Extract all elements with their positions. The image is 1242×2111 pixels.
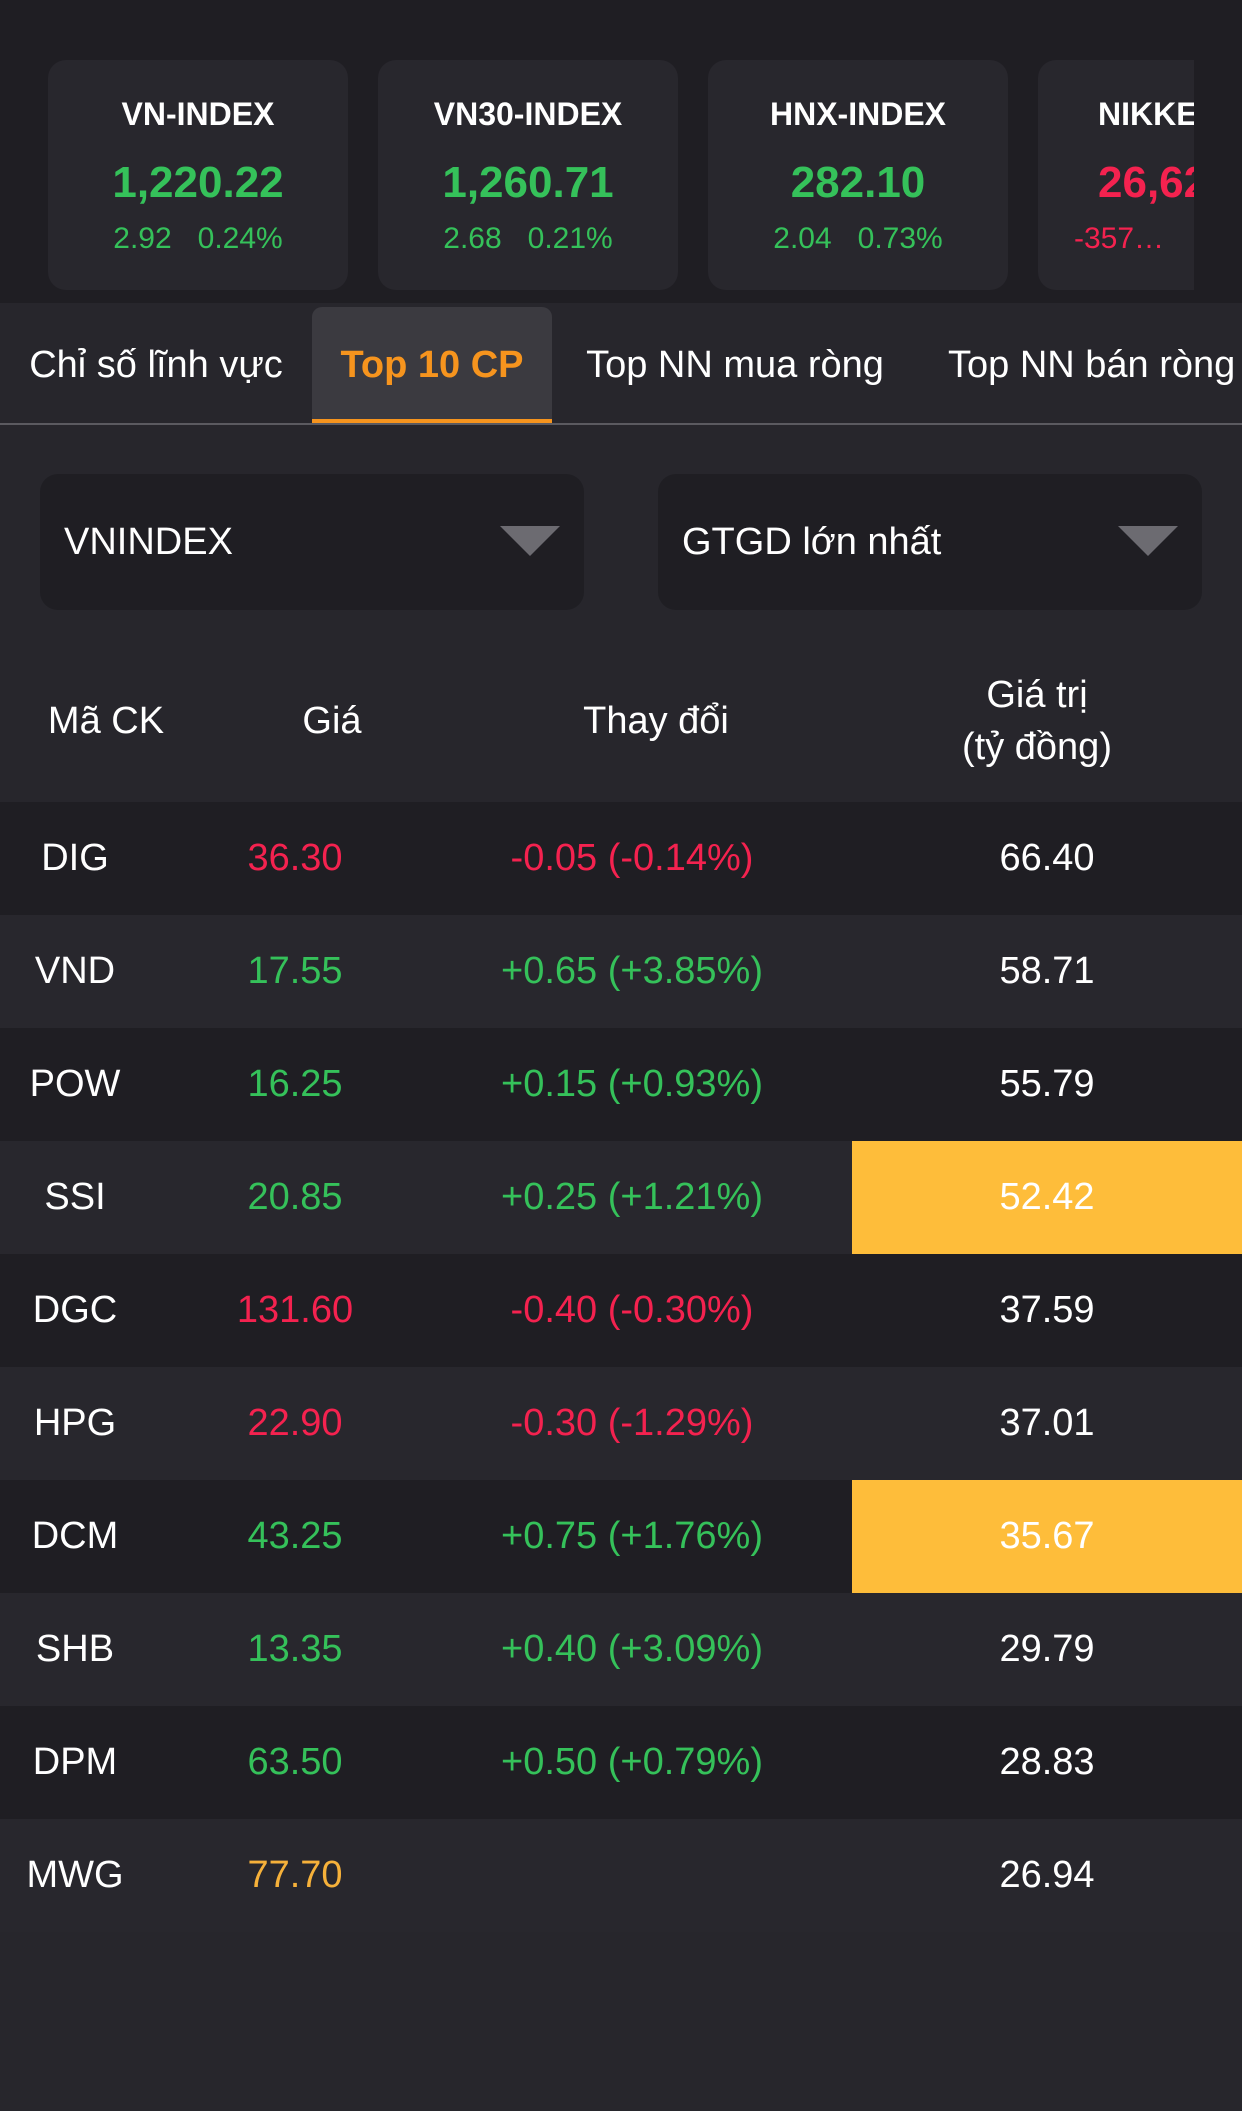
stock-price: 63.50	[247, 1741, 343, 1783]
index-card-vnindex[interactable]: VN-INDEX 1,220.22 2.92 0.24%	[48, 60, 348, 290]
index-change-group: -357…	[1038, 222, 1194, 256]
column-header-value: Giá trị (tỷ đồng)	[852, 640, 1222, 802]
stock-code: MWG	[26, 1854, 124, 1896]
stock-trade-value: 55.79	[999, 1063, 1095, 1105]
stock-price: 22.90	[247, 1402, 343, 1444]
criteria-select[interactable]: GTGD lớn nhất	[658, 474, 1202, 610]
stock-price: 131.60	[236, 1289, 354, 1331]
stock-price: 43.25	[247, 1515, 343, 1557]
exchange-select[interactable]: VNINDEX	[40, 474, 584, 610]
table-header: Mã CK Giá Thay đổi Giá trị (tỷ đồng)	[0, 640, 1242, 802]
table-row[interactable]: VND 17.55 +0.65 (+3.85%) 58.71	[0, 915, 1242, 1028]
stock-code: SHB	[35, 1628, 115, 1670]
index-change: -357…	[1074, 222, 1165, 255]
index-name: NIKKE	[1098, 96, 1194, 132]
table-row[interactable]: POW 16.25 +0.15 (+0.93%) 55.79	[0, 1028, 1242, 1141]
index-name: VN30-INDEX	[433, 96, 623, 132]
stock-change: +0.65 (+3.85%)	[501, 950, 763, 992]
index-card-hnx[interactable]: HNX-INDEX 282.10 2.04 0.73%	[708, 60, 1008, 290]
stock-change: -0.30 (-1.29%)	[510, 1402, 754, 1444]
index-change-percent: 0.21%	[527, 222, 613, 255]
index-change-percent: 0.73%	[857, 222, 943, 255]
stock-change: +0.15 (+0.93%)	[501, 1063, 763, 1105]
index-change-group: 2.04 0.73%	[708, 222, 1008, 256]
index-value: 282.10	[790, 158, 926, 207]
stock-trade-value: 37.01	[999, 1402, 1095, 1444]
stock-price: 17.55	[247, 950, 343, 992]
stock-price: 13.35	[247, 1628, 343, 1670]
stock-change: +0.40 (+3.09%)	[501, 1628, 763, 1670]
stock-change: -0.05 (-0.14%)	[510, 837, 754, 879]
stock-change: +0.75 (+1.76%)	[501, 1515, 763, 1557]
stock-price: 20.85	[247, 1176, 343, 1218]
stock-change: +0.25 (+1.21%)	[501, 1176, 763, 1218]
table-row[interactable]: HPG 22.90 -0.30 (-1.29%) 37.01	[0, 1367, 1242, 1480]
index-change-group: 2.92 0.24%	[48, 222, 348, 256]
stock-code: SSI	[44, 1176, 106, 1218]
stock-price: 16.25	[247, 1063, 343, 1105]
stock-change: -0.40 (-0.30%)	[510, 1289, 754, 1331]
index-value: 1,220.22	[112, 158, 284, 207]
table-row[interactable]: DCM 43.25 +0.75 (+1.76%) 35.67	[0, 1480, 1242, 1593]
stock-code: DPM	[32, 1741, 118, 1783]
stock-trade-value: 66.40	[999, 837, 1095, 879]
tab-top-10-stocks[interactable]: Top 10 CP	[312, 307, 552, 423]
tab-sector-index[interactable]: Chỉ số lĩnh vực	[29, 343, 283, 386]
caret-down-icon	[1118, 526, 1178, 556]
stock-code: HPG	[33, 1402, 117, 1444]
stock-price: 36.30	[247, 837, 343, 879]
criteria-select-value: GTGD lớn nhất	[682, 520, 942, 563]
stock-trade-value-highlighted: 52.42	[852, 1141, 1242, 1254]
stock-change	[432, 1819, 832, 1932]
index-card-nikkei[interactable]: NIKKE 26,62 -357…	[1038, 60, 1194, 290]
column-header-value-line2: (tỷ đồng)	[962, 726, 1112, 768]
table-row[interactable]: DPM 63.50 +0.50 (+0.79%) 28.83	[0, 1706, 1242, 1819]
column-header-change: Thay đổi	[583, 700, 729, 742]
exchange-select-value: VNINDEX	[64, 520, 233, 563]
stock-trade-value: 29.79	[999, 1628, 1095, 1670]
stock-trade-value: 37.59	[999, 1289, 1095, 1331]
index-change-group: 2.68 0.21%	[378, 222, 678, 256]
index-change: 2.04	[773, 222, 832, 255]
column-header-code: Mã CK	[47, 700, 165, 742]
index-change: 2.92	[113, 222, 172, 255]
stock-code: VND	[34, 950, 116, 992]
market-index-strip: VN-INDEX 1,220.22 2.92 0.24% VN30-INDEX 1…	[0, 0, 1242, 303]
index-change: 2.68	[443, 222, 502, 255]
tab-foreign-net-buy[interactable]: Top NN mua ròng	[586, 343, 884, 386]
tab-bar: Chỉ số lĩnh vực Top 10 CP Top NN mua ròn…	[0, 303, 1242, 425]
table-row[interactable]: SHB 13.35 +0.40 (+3.09%) 29.79	[0, 1593, 1242, 1706]
index-value: 26,62	[1098, 158, 1194, 207]
stock-table-body: DIG 36.30 -0.05 (-0.14%) 66.40 VND 17.55…	[0, 802, 1242, 1932]
index-change-percent: 0.24%	[197, 222, 283, 255]
stock-code: DCM	[31, 1515, 119, 1557]
column-header-value-line1: Giá trị	[986, 674, 1088, 716]
table-row[interactable]: DIG 36.30 -0.05 (-0.14%) 66.40	[0, 802, 1242, 915]
index-name: VN-INDEX	[121, 96, 275, 132]
stock-trade-value: 28.83	[999, 1741, 1095, 1783]
stock-change: +0.50 (+0.79%)	[501, 1741, 763, 1783]
caret-down-icon	[500, 526, 560, 556]
index-card-carousel[interactable]: VN-INDEX 1,220.22 2.92 0.24% VN30-INDEX 1…	[48, 60, 1194, 290]
table-row[interactable]: SSI 20.85 +0.25 (+1.21%) 52.42	[0, 1141, 1242, 1254]
column-header-price: Giá	[302, 700, 362, 742]
index-value: 1,260.71	[442, 158, 614, 207]
table-row[interactable]: MWG 77.70 26.94	[0, 1819, 1242, 1932]
tab-foreign-net-sell[interactable]: Top NN bán ròng	[948, 343, 1236, 386]
stock-trade-value-highlighted: 35.67	[852, 1480, 1242, 1593]
stock-trade-value: 26.94	[999, 1854, 1095, 1896]
stock-code: POW	[29, 1063, 121, 1105]
stock-code: DGC	[32, 1289, 118, 1331]
stock-code: DIG	[41, 837, 109, 879]
table-row[interactable]: DGC 131.60 -0.40 (-0.30%) 37.59	[0, 1254, 1242, 1367]
stock-trade-value: 58.71	[999, 950, 1095, 992]
stock-price: 77.70	[247, 1854, 343, 1896]
index-name: HNX-INDEX	[769, 96, 946, 132]
index-card-vn30[interactable]: VN30-INDEX 1,260.71 2.68 0.21%	[378, 60, 678, 290]
